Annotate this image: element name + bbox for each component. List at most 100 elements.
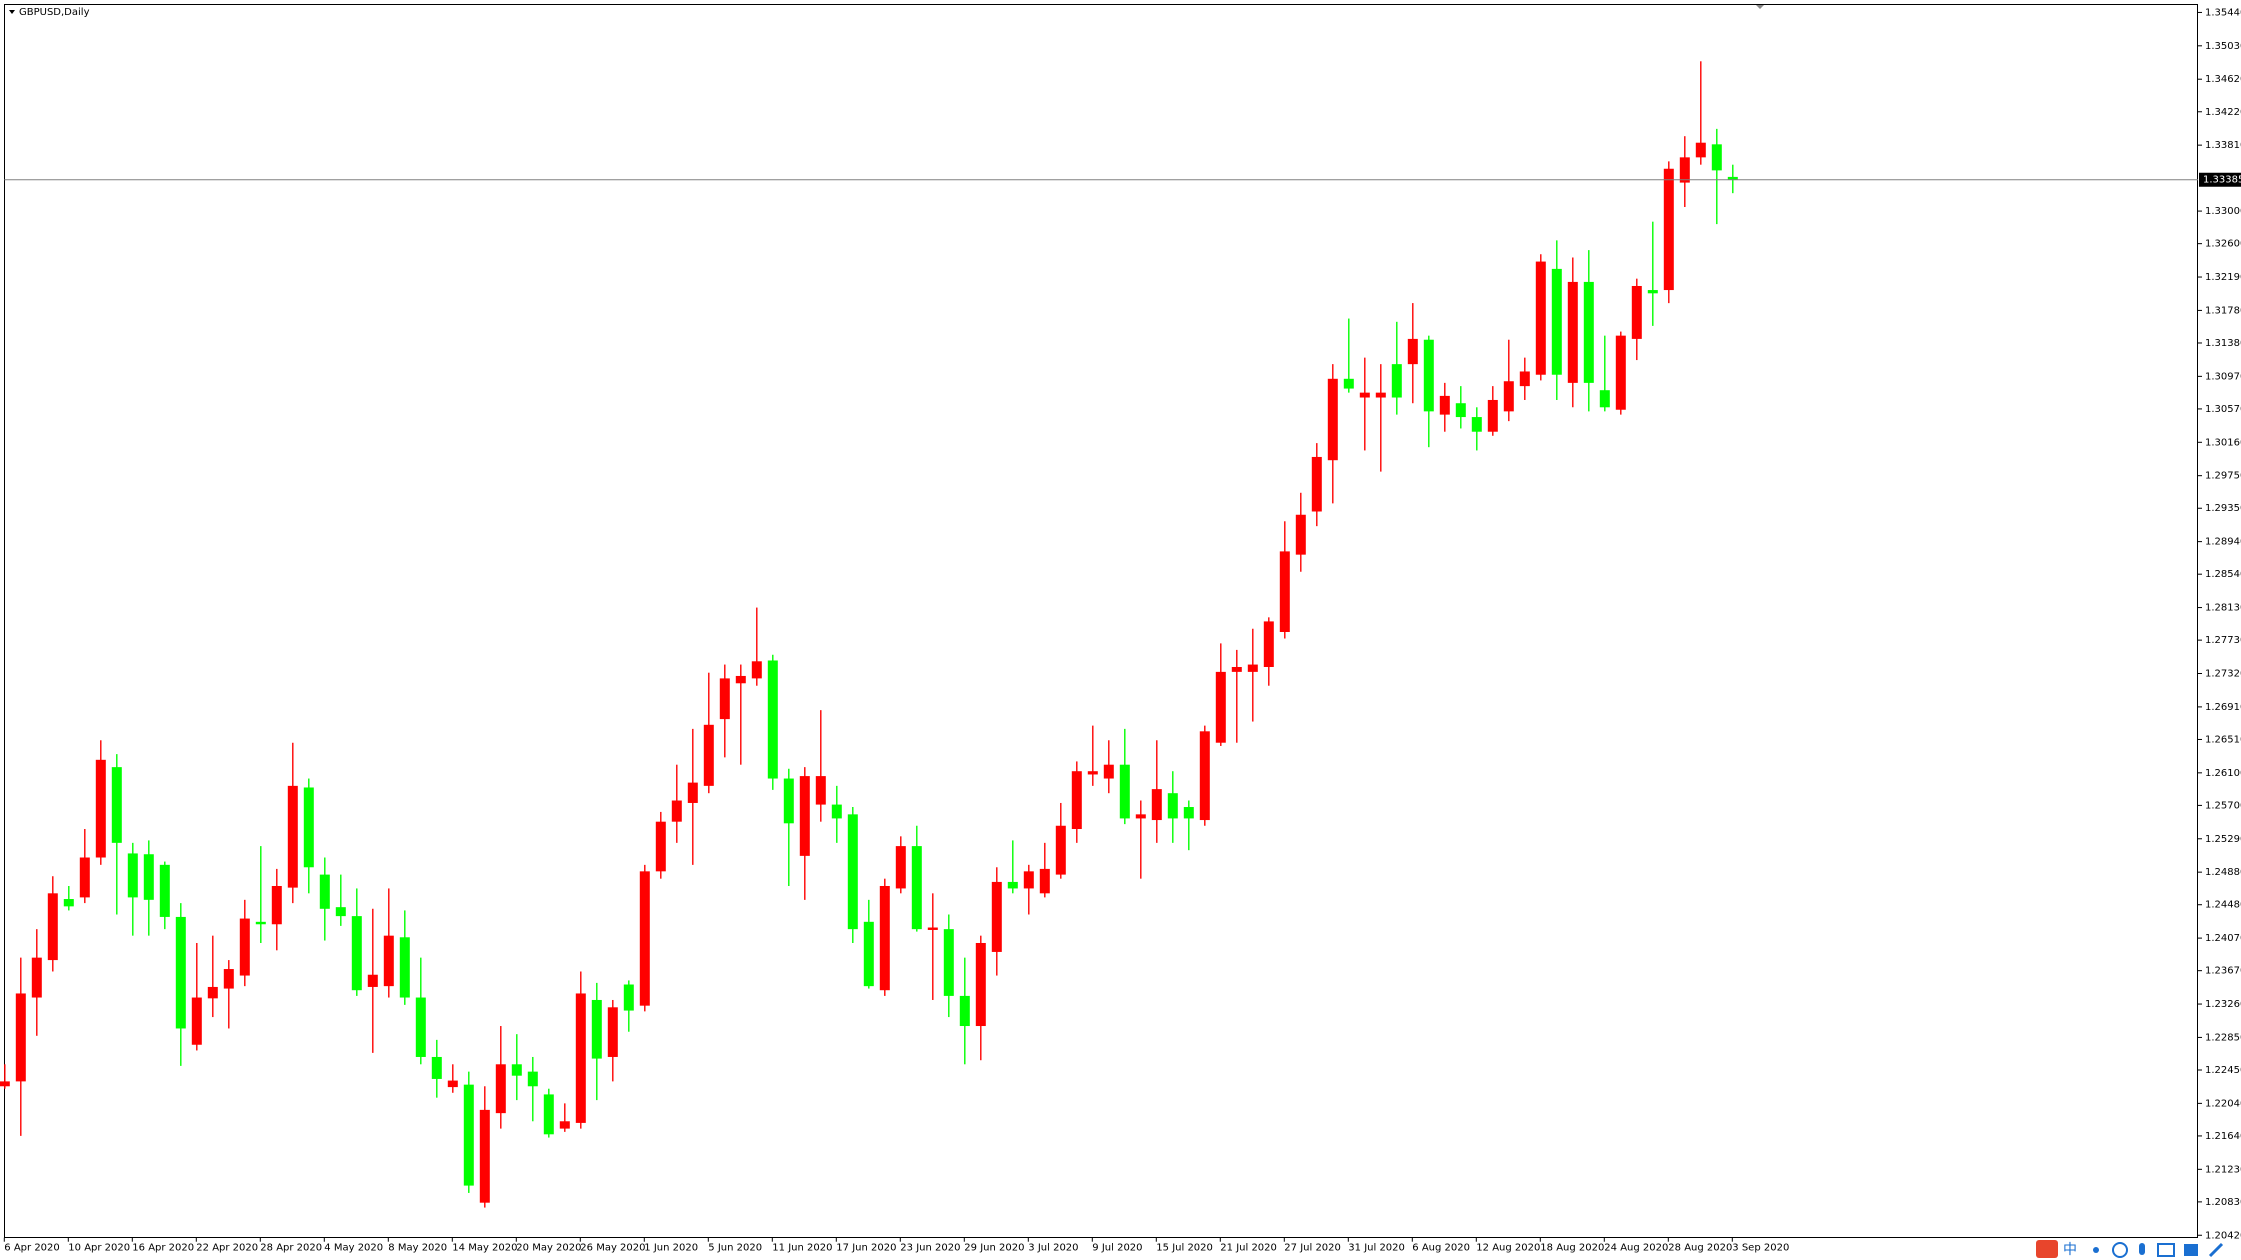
x-tick-label: 23 Jun 2020 (900, 1243, 960, 1254)
candle (559, 1103, 570, 1132)
candle (1055, 802, 1066, 879)
candle (207, 935, 218, 1018)
candle (1583, 250, 1594, 412)
candle-body (975, 942, 986, 1027)
candle-body (1135, 814, 1146, 819)
candle (719, 664, 730, 758)
ime-language[interactable]: 中 (2063, 1242, 2077, 1258)
candle (367, 908, 378, 1053)
ime-skin[interactable] (2184, 1244, 2198, 1256)
candle-body (159, 864, 170, 917)
ime-toolbar: 中 (2036, 1240, 2224, 1258)
y-tick-label: 1.35030 (2205, 41, 2241, 52)
candle (1023, 864, 1034, 915)
candle (703, 672, 714, 794)
candle-body (895, 846, 906, 889)
y-tick-label: 1.27320 (2205, 669, 2241, 680)
candle-body (175, 916, 186, 1029)
candle (175, 903, 186, 1066)
candle (1615, 331, 1626, 415)
candle-body (735, 675, 746, 684)
candle (943, 914, 954, 1018)
candle-body (1615, 335, 1626, 410)
candle-body (1167, 793, 1178, 819)
candle (639, 864, 650, 1012)
x-tick-label: 28 Apr 2020 (260, 1243, 322, 1254)
candle-body (1087, 771, 1098, 775)
ime-tools[interactable] (2208, 1242, 2224, 1258)
y-tick-label: 1.21640 (2205, 1131, 2241, 1142)
candle (895, 836, 906, 894)
candle-body (1359, 392, 1370, 398)
candle-body (287, 785, 298, 888)
candle-body (79, 857, 90, 898)
y-tick-label: 1.22450 (2205, 1065, 2241, 1076)
candle (927, 893, 938, 1000)
candle-body (1295, 514, 1306, 555)
ime-voice[interactable] (2139, 1243, 2145, 1255)
y-tick-label: 1.30160 (2205, 437, 2241, 448)
candle (751, 607, 762, 686)
x-tick-label: 22 Apr 2020 (196, 1243, 258, 1254)
candle (1455, 386, 1466, 429)
candle-body (927, 927, 938, 930)
candle-body (543, 1094, 554, 1135)
y-tick-label: 1.29750 (2205, 471, 2241, 482)
ime-keyboard[interactable] (2157, 1243, 2175, 1257)
candle-body (207, 986, 218, 999)
x-tick-label: 5 Jun 2020 (708, 1243, 762, 1254)
candle (1567, 257, 1578, 408)
candle (463, 1071, 474, 1193)
candle (543, 1088, 554, 1138)
y-tick-label: 1.25700 (2205, 800, 2241, 811)
candle-body (399, 937, 410, 998)
candle-body (335, 907, 346, 917)
x-tick-label: 24 Aug 2020 (1604, 1243, 1668, 1254)
candle-body (1727, 176, 1738, 180)
candle (527, 1056, 538, 1122)
candle-body (655, 821, 666, 872)
candle (847, 807, 858, 943)
candle (0, 1064, 10, 1089)
candle-body (463, 1084, 474, 1186)
candle-body (1231, 666, 1242, 672)
y-tick-label: 1.20420 (2205, 1230, 2241, 1241)
ime-punct[interactable] (2093, 1247, 2099, 1253)
candle (1407, 303, 1418, 404)
candle-body (1551, 268, 1562, 375)
candle (863, 899, 874, 989)
candle (1439, 382, 1450, 432)
x-tick-label: 26 May 2020 (580, 1243, 645, 1254)
candle (1695, 61, 1706, 165)
candle (1295, 492, 1306, 572)
candle-body (1439, 395, 1450, 415)
x-tick-label: 12 Aug 2020 (1476, 1243, 1540, 1254)
shift-marker (1756, 5, 1764, 9)
x-tick-label: 18 Aug 2020 (1540, 1243, 1604, 1254)
y-tick-label: 1.32190 (2205, 272, 2241, 283)
candle (799, 767, 810, 900)
candle (815, 710, 826, 822)
candle (623, 980, 634, 1032)
y-tick-label: 1.34220 (2205, 107, 2241, 118)
y-tick-label: 1.28540 (2205, 569, 2241, 580)
candle-body (1487, 399, 1498, 432)
chart-menu-arrow[interactable] (9, 10, 15, 14)
candle (1535, 254, 1546, 381)
x-tick-label: 4 May 2020 (324, 1243, 383, 1254)
y-tick-label: 1.21230 (2205, 1164, 2241, 1175)
candle (1039, 842, 1050, 898)
candle-body (223, 969, 234, 989)
y-tick-label: 1.24880 (2205, 867, 2241, 878)
candle-body (1599, 390, 1610, 408)
bid-label-box (2199, 172, 2241, 187)
candle (303, 778, 314, 894)
candle-body (847, 814, 858, 930)
ime-emoji[interactable] (2112, 1242, 2128, 1258)
candle (1471, 407, 1482, 451)
candle (1631, 278, 1642, 361)
y-tick-label: 1.24480 (2205, 900, 2241, 911)
x-tick-label: 14 May 2020 (452, 1243, 517, 1254)
